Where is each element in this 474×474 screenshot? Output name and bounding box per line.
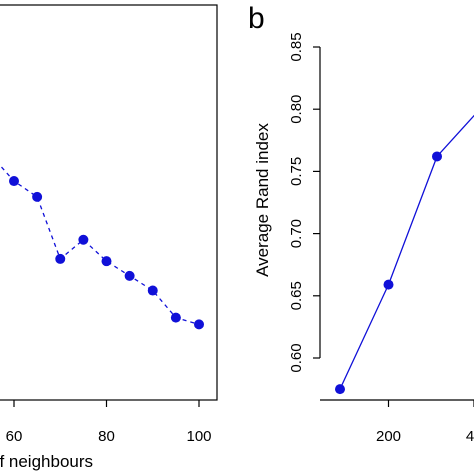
panel-a-plot-frame <box>0 4 218 401</box>
panel-b-data-point <box>335 384 345 395</box>
panel-a-x-tick-label: 60 <box>6 428 23 445</box>
panel-b: b 0.600.650.700.750.800.85 200 4 Average … <box>248 2 474 445</box>
panel-a-x-axis-title: of neighbours <box>0 452 93 471</box>
panel-b-y-axis-title: Average Rand index <box>253 123 272 277</box>
panel-a-data-point <box>55 253 66 264</box>
panel-b-x-tick-label: 4 <box>466 428 474 445</box>
panel-b-y-tick-label: 0.80 <box>288 95 305 124</box>
panel-b-series-line <box>339 114 474 390</box>
panel-b-label: b <box>248 2 265 35</box>
panel-b-series <box>335 114 474 395</box>
panel-b-y-tick-label: 0.75 <box>288 157 305 186</box>
panel-a-series-line <box>0 164 200 326</box>
panel-b-data-point <box>383 279 394 290</box>
panel-b-y-tick-label: 0.70 <box>288 219 305 248</box>
panel-b-x-tick-label: 200 <box>376 428 401 445</box>
panel-b-y-tick-label: 0.85 <box>288 32 305 61</box>
panel-a-x-tick-label: 100 <box>186 428 211 445</box>
panel-a-data-point <box>124 270 135 281</box>
panel-b-y-tick-label: 0.60 <box>288 343 305 372</box>
panel-a: 60 80 100 of neighbours <box>0 4 218 471</box>
panel-a-x-tick-label: 80 <box>98 428 115 445</box>
panel-a-data-point <box>147 285 158 296</box>
panel-a-data-point <box>101 256 112 267</box>
panel-b-y-tick-label: 0.65 <box>288 281 305 310</box>
panel-a-data-point <box>194 319 204 330</box>
panel-a-x-axis: 60 80 100 <box>6 400 212 445</box>
panel-a-data-point <box>78 234 89 245</box>
panel-b-y-axis: 0.60 0.65 0.70 0.75 0.80 0.85 <box>288 32 320 373</box>
panel-a-data-point <box>9 176 19 187</box>
panel-a-data-point <box>170 312 181 323</box>
panel-b-x-axis: 200 4 <box>376 400 474 445</box>
panel-b-data-point <box>432 151 442 162</box>
panel-a-data-point <box>32 191 43 202</box>
panel-a-series <box>0 164 204 330</box>
